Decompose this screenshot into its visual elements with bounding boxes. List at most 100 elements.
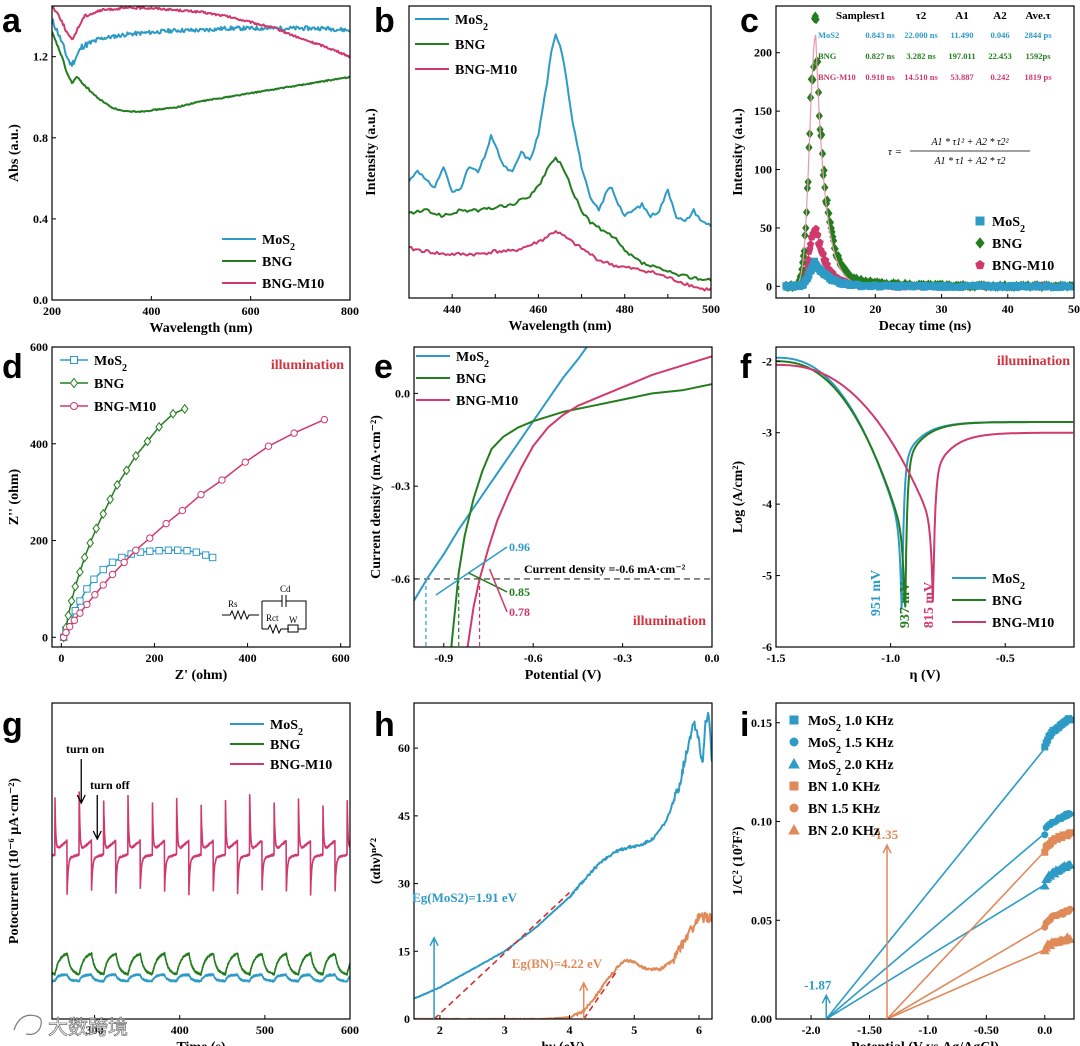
series-line-MoS2 <box>414 711 712 1000</box>
equation-numerator: A1 * τ1² + A2 * τ2² <box>930 137 1009 148</box>
data-point-BNG-M10 <box>83 600 91 609</box>
data-point-MoS2 <box>201 551 210 559</box>
reference-label: Current density =-0.6 mA·cm⁻² <box>524 562 686 576</box>
legend-label: BNG <box>992 594 1022 609</box>
panel-h: 23456015304560hν (eV)(αhν)ⁿᐟ²hEg(MoS2)=1… <box>369 702 713 1046</box>
data-point-BNG <box>169 408 177 419</box>
series-line-BNG-M10 <box>62 418 325 638</box>
panel-letter: h <box>374 706 395 744</box>
table-header: A1 <box>955 10 968 22</box>
x-tick-label: -0.3 <box>613 651 632 665</box>
x-tick-label: 600 <box>341 1023 359 1037</box>
legend-marker <box>789 715 799 725</box>
y-tick-label: 0.15 <box>751 716 772 730</box>
y-tick-label: -0.6 <box>391 572 410 586</box>
panel-b: 440 460 480 500 Wavelength (nm) Intensity (a.… <box>364 2 720 334</box>
legend-label: MoS2 2.0 KHz <box>808 758 894 778</box>
legend-marker <box>788 757 800 769</box>
panel-letter: d <box>2 348 23 386</box>
table-cell: 0.843 ns <box>865 30 895 40</box>
panel-letter: a <box>2 2 22 40</box>
bandgap-arrow <box>579 981 589 1019</box>
legend-label: BN 1.0 KHz <box>808 780 880 795</box>
axes-frame <box>51 346 351 648</box>
legend-marker <box>69 377 79 389</box>
series-line-BNG <box>409 156 711 282</box>
y-axis-title: Abs (a.u.) <box>7 124 22 182</box>
x-tick-label: 0.0 <box>1037 1023 1052 1037</box>
y-tick-label: 1.2 <box>33 50 48 64</box>
axes-frame <box>51 702 351 1020</box>
y-tick-label: 45 <box>398 809 410 823</box>
data-point-MoS2 <box>192 548 201 556</box>
panel-letter: b <box>374 2 395 40</box>
rs-resistor <box>222 609 259 621</box>
data-point-MoS2 <box>83 585 91 593</box>
table-header: τ1 <box>875 10 886 22</box>
data-point-BNG <box>80 552 89 563</box>
data-point-BNG <box>86 537 95 548</box>
data-point-BNG <box>92 523 101 534</box>
fit-line-BN 1.0 KHz <box>886 850 1046 1019</box>
table-cell: BNG-M10 <box>818 72 856 82</box>
y-axis-title: Current density (mA·cm⁻²) <box>369 415 384 579</box>
x-tick-label: 4 <box>566 1023 572 1037</box>
plot-area-e <box>414 347 712 647</box>
x-axis-title: Z' (ohm) <box>175 668 228 683</box>
plot-area-c <box>782 11 1074 293</box>
x-axis-title: Decay time (ns) <box>879 319 972 334</box>
panel-c: 10 20 30 40 50 0 50 100 150 200 Decay time (ns) Int… <box>731 2 1080 334</box>
data-point-MoS2 <box>183 547 191 555</box>
x-axis-title: Wavelength (nm) <box>149 321 252 336</box>
y-tick-label: -2 <box>762 354 772 368</box>
series-line-BNG <box>52 951 350 977</box>
onset-label: 0.96 <box>509 540 530 554</box>
illumination-label: illumination <box>997 354 1070 369</box>
y-axis-title: Intensity (a.u.) <box>731 108 746 196</box>
dip-label: 815 mV <box>922 582 937 628</box>
data-point-BNG-M10 <box>99 581 107 589</box>
dip-label: 951 mV <box>869 570 884 616</box>
legend-label: BNG <box>456 372 486 387</box>
illumination-label: illumination <box>633 614 706 629</box>
fit-line-MoS2 2.0 KHz <box>825 884 1046 1019</box>
data-point-BNG-M10 <box>70 616 79 625</box>
data-point-MoS2 <box>90 575 98 583</box>
table-cell: 1592ps <box>1025 51 1051 61</box>
legend-label: MoS2 <box>270 718 303 738</box>
table-cell: 14.510 ns <box>904 72 938 82</box>
data-point-BNG-M10 <box>241 458 249 466</box>
table-cell: 53.887 <box>950 72 974 82</box>
turn-on-arrow <box>76 759 86 805</box>
axes-frame <box>413 702 713 1020</box>
series-line-MoS2 <box>62 549 213 638</box>
table-cell: MoS2 <box>818 30 839 40</box>
fit-line-MoS2 <box>785 262 1074 287</box>
x-tick-label: 5 <box>631 1023 637 1037</box>
table-cell: 22.000 ns <box>904 30 938 40</box>
table-cell: 0.918 ns <box>865 72 895 82</box>
fit-line-MoS2 1.5 KHz <box>825 832 1046 1019</box>
data-point-BN 1.5 KHz <box>1066 905 1074 913</box>
panel-i: -2.0 -1.50 -1.0 -0.50 0.0 0.00 0.05 0.10 0.15 Pot… <box>731 702 1075 1046</box>
x-tick-label: 200 <box>145 651 163 665</box>
y-tick-label: -4 <box>762 497 772 511</box>
y-tick-label: -5 <box>762 569 772 583</box>
series-line-BN <box>414 911 712 1019</box>
data-point-BNG <box>820 165 828 176</box>
series-line-BNG-M10 <box>776 363 1074 603</box>
data-point-MoS2 <box>174 546 182 554</box>
table-cell: 0.827 ns <box>865 51 895 61</box>
x-axis-title: hν (eV) <box>541 1040 585 1046</box>
data-point-BNG-M10 <box>76 609 84 617</box>
data-point-BNG <box>122 465 131 476</box>
turn-on-label: turn on <box>66 742 105 756</box>
table-cell: 0.242 <box>990 72 1009 82</box>
legend-marker <box>975 259 985 270</box>
data-point-BNG-M10 <box>62 628 70 637</box>
x-tick-label: -1.0 <box>881 651 900 665</box>
turn-off-label: turn off <box>90 778 131 792</box>
table-cell: 22.453 <box>988 51 1011 61</box>
panel-f: -1.5 -1.0 -0.5 -2 -3 -4 -5 -6 η (V) Log (A/cm²) f 9… <box>731 346 1075 683</box>
data-point-MoS2 <box>146 547 154 555</box>
